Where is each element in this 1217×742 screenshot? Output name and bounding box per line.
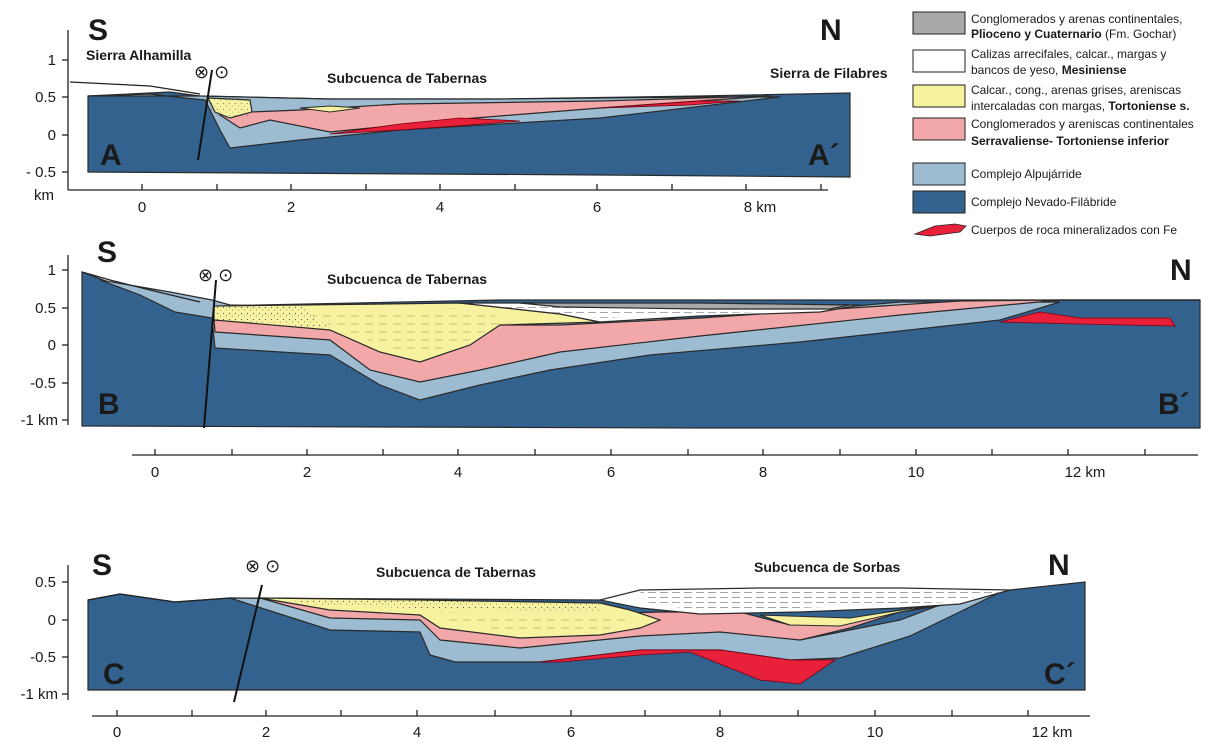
section-b: 1 0.5 0 -0.5 -1 km ⊗ ⊙ [21,236,1201,481]
c-x-tick: 2 [262,724,270,741]
a-x-tick: 4 [436,199,444,216]
b-x-tick: 8 [759,464,767,481]
legend-swatch-mesiniense [912,49,966,73]
legend-swatch-plioceno [912,11,966,35]
c-x-tick: 4 [413,724,421,741]
a-south-label: S [88,14,108,47]
b-y-tick: 0.5 [35,300,56,317]
a-end-label: A´ [808,139,840,172]
c-x-tick: 12 km [1032,724,1073,741]
c-x-tick: 10 [867,724,884,741]
a-y-tick: 0 [48,127,56,144]
legend-text: Plioceno y Cuaternario (Fm. Gochar) [971,27,1176,41]
legend-text: Conglomerados y areniscas continentales [971,117,1194,131]
c-y-tick: -0.5 [30,649,56,666]
a-range-label-west: Sierra Alhamilla [86,47,192,63]
b-north-label: N [1170,254,1192,287]
legend-text: intercaladas con margas, Tortoniense s. [971,99,1190,113]
plioceno-b [519,302,851,310]
b-x-tick: 4 [454,464,462,481]
legend-swatch-tortoniense [912,84,966,108]
fault-symbol-c: ⊗ ⊙ [245,556,280,576]
fault-b [203,279,217,429]
section-c: 0.5 0 -0.5 -1 km ⊗ ⊙ [21,549,1090,741]
c-south-label: S [92,549,112,582]
b-end-label: B´ [1158,388,1190,421]
c-start-label: C [103,658,125,691]
b-x-tick: 0 [151,464,159,481]
legend: Conglomerados y arenas continentales, Pl… [912,11,1194,237]
fault-symbol-a: ⊗ ⊙ [194,62,229,82]
a-start-label: A [100,139,122,172]
fe-body-a [329,117,521,135]
b-y-tick: -0.5 [30,375,56,392]
legend-swatch-alpujarride [912,162,966,186]
c-x-tick: 0 [113,724,121,741]
c-x-tick: 6 [567,724,575,741]
b-x-tick: 12 km [1065,464,1106,481]
legend-swatch-nevado [912,190,966,214]
serravaliense-b [213,299,1061,383]
legend-text: Conglomerados y arenas continentales, [971,12,1182,26]
legend-text: Serravaliense- Tortoniense inferior [971,134,1169,148]
b-x-tick: 6 [607,464,615,481]
fault-a [197,69,213,161]
b-y-tick: 0 [48,337,56,354]
c-north-label: N [1048,549,1070,582]
b-x-tick: 10 [908,464,925,481]
a-x-tick: 8 km [744,199,777,216]
a-basin-label: Subcuenca de Tabernas [327,70,487,86]
a-x-tick: 2 [287,199,295,216]
legend-text: Calcar., cong., arenas grises, areniscas [971,83,1181,97]
c-end-label: C´ [1044,658,1076,691]
legend-text: Cuerpos de roca mineralizados con Fe [971,223,1177,237]
c-x-tick: 8 [716,724,724,741]
section-a: 1 0.5 0 - 0.5 km ⊗ ⊙ 0 2 4 [26,14,888,216]
a-y-tick: - 0.5 [26,164,56,181]
c-basin-label-east: Subcuenca de Sorbas [754,559,900,575]
a-y-tick: 1 [48,52,56,69]
a-north-label: N [820,14,842,47]
fault-c [233,584,263,703]
fe-body-b [999,311,1176,327]
legend-text: Calizas arrecifales, calcar., margas y [971,47,1166,61]
legend-swatch-serravaliense [912,117,966,141]
a-range-label-east: Sierra de Filabres [770,65,888,81]
a-y-tick: 0.5 [35,89,56,106]
b-south-label: S [97,236,117,269]
a-x-tick: 0 [138,199,146,216]
b-start-label: B [98,388,120,421]
b-y-tick: -1 km [21,412,59,429]
legend-swatch-fe [913,223,967,237]
a-y-unit: km [34,187,54,204]
legend-text: Complejo Nevado-Filábride [971,195,1117,209]
fault-symbol-b: ⊗ ⊙ [198,265,233,285]
b-basin-label: Subcuenca de Tabernas [327,271,487,287]
a-x-tick: 6 [593,199,601,216]
b-x-tick: 2 [303,464,311,481]
c-y-tick: 0.5 [35,574,56,591]
legend-text: Complejo Alpujárride [971,167,1082,181]
legend-text: bancos de yeso, Mesiniense [971,63,1127,77]
b-y-tick: 1 [48,262,56,279]
c-y-tick: -1 km [21,686,59,703]
fe-body-c [539,649,837,685]
c-basin-label-west: Subcuenca de Tabernas [376,564,536,580]
c-y-tick: 0 [48,612,56,629]
